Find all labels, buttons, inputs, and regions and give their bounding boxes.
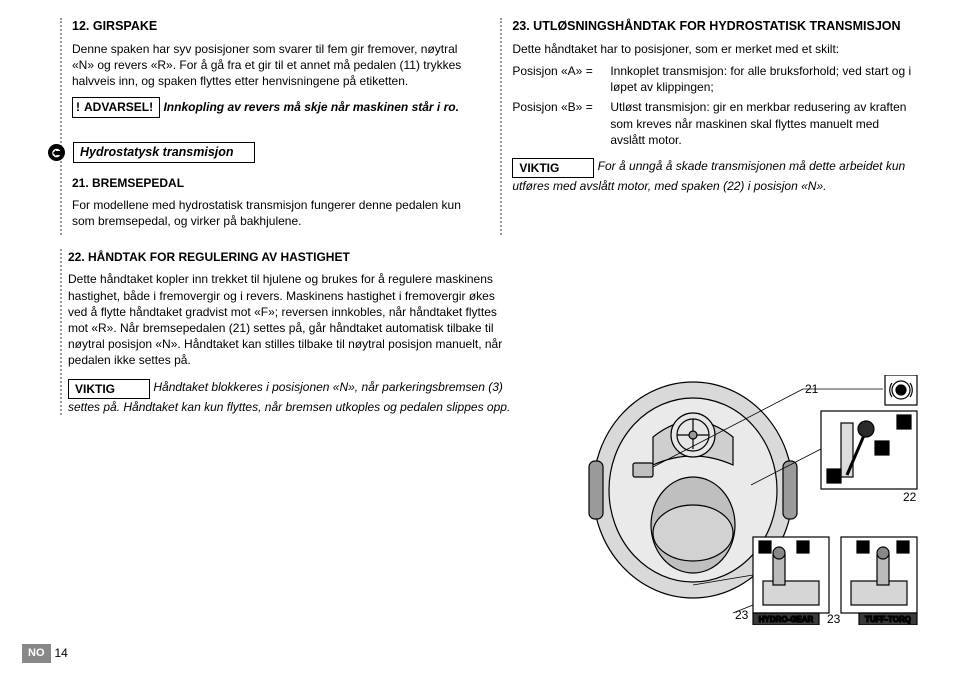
section-22-body: Dette håndtaket kopler inn trekket til h…: [68, 271, 515, 368]
svg-text:B: B: [762, 542, 768, 552]
position-a-text: Innkoplet transmisjon: for alle bruksfor…: [610, 63, 912, 95]
svg-text:23: 23: [735, 608, 749, 622]
viktig-right: VIKTIG For å unngå å skade transmisjonen…: [512, 158, 912, 194]
svg-text:A: A: [900, 542, 906, 552]
transmission-diagram: F N R A B A B: [583, 375, 919, 625]
lang-badge: NO: [22, 644, 51, 663]
position-a-row: Posisjon «A» = Innkoplet transmisjon: fo…: [512, 63, 912, 95]
section-12-body: Denne spaken har syv posisjoner som svar…: [72, 41, 472, 90]
position-b-row: Posisjon «B» = Utløst transmisjon: gir e…: [512, 99, 912, 148]
section-23-title: 23. UTLØSNINGSHÅNDTAK FOR HYDROSTATISK T…: [512, 18, 912, 35]
page-footer: NO 14: [22, 644, 68, 663]
svg-text:B: B: [860, 542, 866, 552]
viktig-badge-left: VIKTIG: [68, 379, 150, 399]
svg-text:A: A: [800, 542, 806, 552]
hydro-subhead-row: ➲ Hydrostatysk transmisjon: [48, 142, 472, 163]
section-21-body: For modellene med hydrostatisk transmisj…: [72, 197, 472, 229]
svg-text:TUFF-TORQ: TUFF-TORQ: [865, 615, 911, 624]
section-12-title: 12. GIRSPAKE: [72, 18, 472, 35]
svg-text:HYDRO-GEAR: HYDRO-GEAR: [759, 615, 814, 624]
page-number: 14: [55, 645, 68, 661]
svg-text:F: F: [901, 418, 907, 429]
svg-text:N: N: [878, 444, 885, 455]
svg-text:R: R: [830, 472, 837, 483]
section-23-intro: Dette håndtaket har to posisjoner, som e…: [512, 41, 912, 57]
hydro-subhead: Hydrostatysk transmisjon: [73, 142, 255, 163]
viktig-badge-right: VIKTIG: [512, 158, 594, 178]
position-a-label: Posisjon «A» =: [512, 63, 604, 95]
viktig-left: VIKTIG Håndtaket blokkeres i posisjonen …: [68, 379, 515, 415]
svg-text:21: 21: [805, 382, 819, 396]
section-21-title: 21. BREMSEPEDAL: [72, 175, 472, 191]
position-b-text: Utløst transmisjon: gir en merkbar redus…: [610, 99, 912, 148]
arrow-icon: ➲: [48, 144, 65, 161]
warning-text: Innkopling av revers må skje når maskine…: [163, 100, 458, 114]
svg-text:22: 22: [903, 490, 917, 504]
svg-text:23: 23: [827, 612, 841, 625]
warning-row: !ADVARSEL! Innkopling av revers må skje …: [72, 97, 472, 117]
position-b-label: Posisjon «B» =: [512, 99, 604, 148]
section-22-title: 22. HÅNDTAK FOR REGULERING AV HASTIGHET: [68, 249, 515, 265]
